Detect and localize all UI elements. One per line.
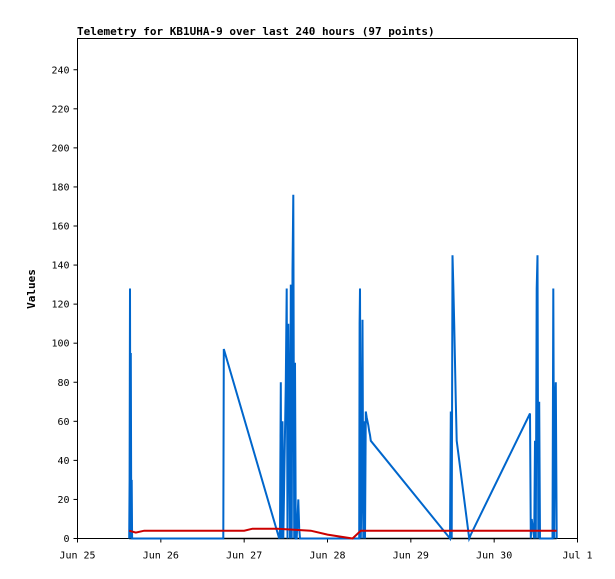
x-tick-label: Jun 26 (143, 551, 179, 562)
series-line-1 (128, 194, 558, 543)
y-tick-label: 140 (51, 261, 69, 272)
x-tick-label: Jun 28 (309, 551, 345, 562)
x-tick-label: Jul 1 (562, 551, 592, 562)
chart-title: Telemetry for KB1UHA-9 over last 240 hou… (77, 25, 435, 38)
y-tick-label: 220 (51, 104, 69, 115)
y-tick-label: 100 (51, 339, 69, 350)
y-tick-label: 0 (63, 534, 69, 545)
y-tick-label: 60 (57, 417, 69, 428)
x-tick-label: Jun 25 (59, 551, 95, 562)
y-tick-label: 180 (51, 182, 69, 193)
x-tick-label: Jun 30 (476, 551, 512, 562)
y-axis-ticks: 0 20 40 60 80 100 120 140 160 180 200 220 240 (51, 65, 78, 545)
y-tick-label: 80 (57, 378, 69, 389)
series-line-2 (128, 527, 557, 540)
y-tick-label: 240 (51, 65, 69, 76)
y-tick-label: 120 (51, 300, 69, 311)
y-tick-label: 160 (51, 222, 69, 233)
x-tick-label: Jun 27 (226, 551, 262, 562)
plot-frame (77, 38, 578, 539)
y-tick-label: 20 (57, 495, 69, 506)
x-axis-ticks: Jun 25 Jun 26 Jun 27 Jun 28 Jun 29 Jun 30 Jul … (59, 538, 593, 562)
y-tick-label: 200 (51, 143, 69, 154)
y-tick-label: 40 (57, 456, 69, 467)
series-layer (128, 194, 558, 543)
y-axis-label: Values (25, 269, 38, 309)
x-tick-label: Jun 29 (393, 551, 429, 562)
